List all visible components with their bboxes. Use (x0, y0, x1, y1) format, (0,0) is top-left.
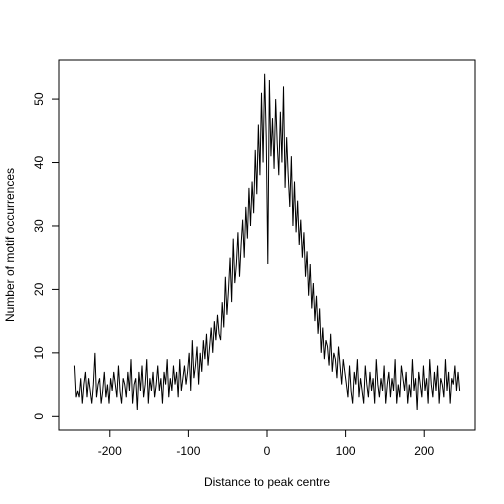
x-tick-label: 100 (336, 444, 356, 458)
data-line (73, 73, 461, 410)
y-axis-label: Number of motif occurrences (3, 168, 17, 322)
x-tick-label: 200 (414, 444, 434, 458)
x-tick-label: 0 (264, 444, 271, 458)
y-tick-label: 10 (32, 346, 46, 360)
y-tick-label: 30 (32, 219, 46, 233)
x-tick-label: -200 (98, 444, 122, 458)
y-tick-label: 20 (32, 282, 46, 296)
y-tick-label: 40 (32, 156, 46, 170)
x-tick-label: -100 (176, 444, 200, 458)
x-axis-label: Distance to peak centre (204, 475, 330, 489)
y-tick-label: 0 (32, 413, 46, 420)
y-tick-label: 50 (32, 92, 46, 106)
